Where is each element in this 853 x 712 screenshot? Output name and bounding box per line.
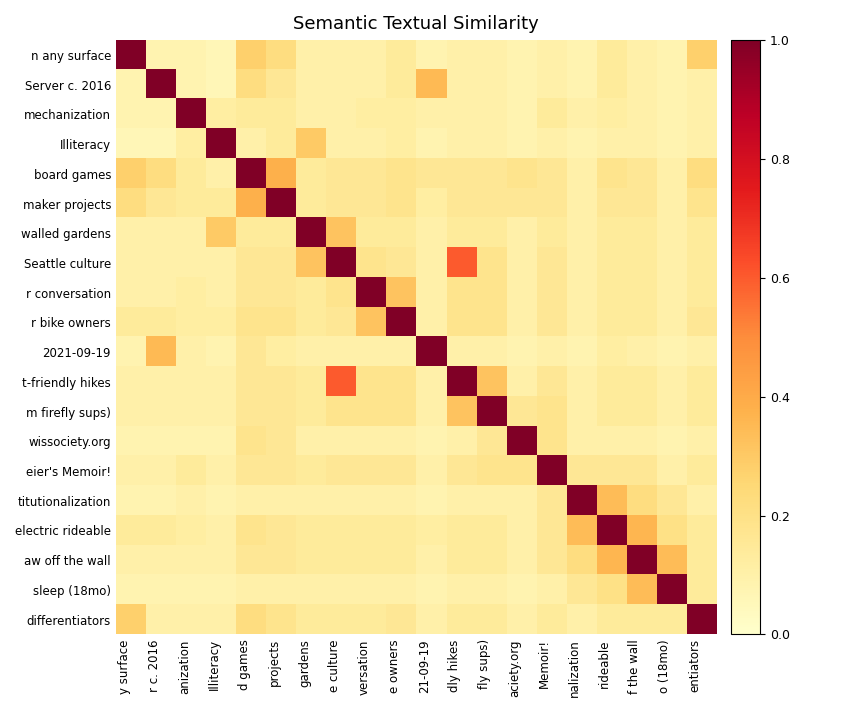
Title: Semantic Textual Similarity: Semantic Textual Similarity: [293, 15, 538, 33]
